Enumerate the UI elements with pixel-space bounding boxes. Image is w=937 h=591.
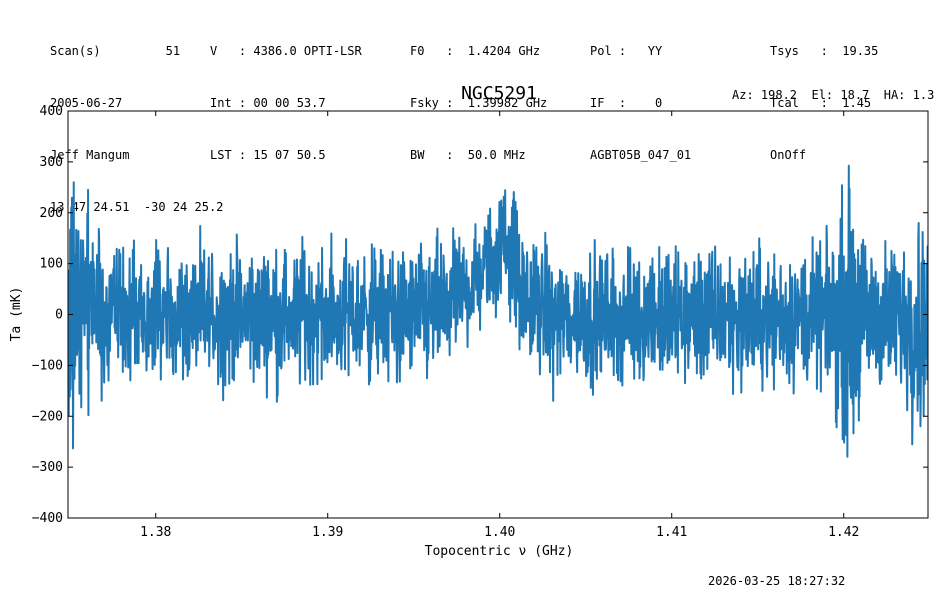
x-tick-label: 1.42 — [828, 525, 859, 540]
header-tsys: Tsys : 19.35 — [770, 44, 879, 58]
header-coords: 13 47 24.51 -30 24 25.2 — [50, 200, 224, 214]
y-tick-label: 100 — [40, 257, 63, 272]
y-tick-label: 200 — [40, 206, 63, 221]
x-tick-label: 1.41 — [656, 525, 687, 540]
header-tcal: Tcal : 1.45 — [770, 96, 872, 110]
chart-title: NGC5291 — [461, 83, 537, 104]
data-layer — [68, 164, 928, 458]
header-observer: Jeff Mangum — [50, 148, 130, 162]
y-tick-label: 300 — [40, 155, 63, 170]
y-tick-label: −100 — [32, 358, 63, 373]
x-axis-label: Topocentric ν (GHz) — [425, 544, 574, 559]
header-col3: F0 : 1.4204 GHz Fsky : 1.39982 GHz BW : … — [410, 16, 547, 186]
x-tick-label: 1.38 — [140, 525, 171, 540]
ticks: 1.38 1.39 1.40 1.41 1.42 −400 −300 −200 −100 0 100… — [32, 104, 928, 540]
header-col1: Scan(s) 51 2005-06-27 Jeff Mangum 13 47 … — [50, 16, 223, 238]
header-col4: Pol : YY IF : 0 AGBT05B_047_01 — [590, 16, 691, 186]
header-pol: Pol : YY — [590, 44, 663, 58]
header-if: IF : 0 — [590, 96, 663, 110]
footer-timestamp: 2026-03-25 18:27:32 — [708, 574, 846, 588]
x-tick-label: 1.40 — [484, 525, 515, 540]
x-tick-label: 1.39 — [312, 525, 343, 540]
header-azel: Az: 198.2 El: 18.7 HA: 1.3 — [732, 88, 935, 102]
spectrum-line — [68, 164, 928, 458]
header-fsky: Fsky : 1.39982 GHz — [410, 96, 548, 110]
header-velocity: V : 4386.0 OPTI-LSR — [210, 44, 362, 58]
header-project: AGBT05B_047_01 — [590, 148, 692, 162]
header-scan: Scan(s) 51 — [50, 44, 181, 58]
header-lst: LST : 15 07 50.5 — [210, 148, 326, 162]
header-col2: V : 4386.0 OPTI-LSR Int : 00 00 53.7 LST… — [210, 16, 362, 186]
header-date: 2005-06-27 — [50, 96, 123, 110]
y-tick-label: 0 — [55, 308, 63, 323]
header-f0: F0 : 1.4204 GHz — [410, 44, 541, 58]
header-int: Int : 00 00 53.7 — [210, 96, 326, 110]
y-axis-label: Ta (mK) — [9, 287, 24, 342]
y-tick-label: 400 — [40, 104, 63, 119]
header-col5: Tsys : 19.35 Tcal : 1.45 OnOff — [770, 16, 878, 186]
y-tick-label: −300 — [32, 460, 63, 475]
y-tick-label: −400 — [32, 511, 63, 526]
header-bw: BW : 50.0 MHz — [410, 148, 526, 162]
header-procedure: OnOff — [770, 148, 807, 162]
y-tick-label: −200 — [32, 409, 63, 424]
